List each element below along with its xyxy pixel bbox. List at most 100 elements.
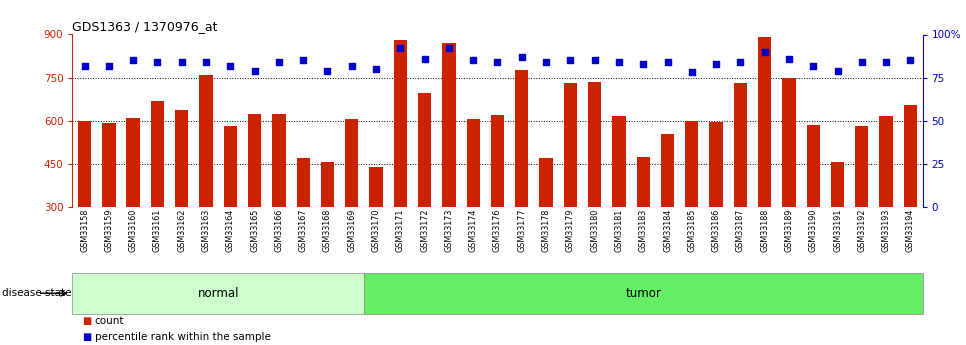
Point [368,66,384,72]
Point [757,49,773,55]
Text: GSM33187: GSM33187 [736,209,745,252]
Text: GDS1363 / 1370976_at: GDS1363 / 1370976_at [72,20,218,33]
Point [514,54,529,60]
Bar [685,121,698,207]
Bar [831,162,844,207]
Text: GSM33185: GSM33185 [687,209,696,252]
Bar [364,273,923,314]
Text: GSM33176: GSM33176 [493,209,502,252]
Point [150,59,165,65]
Text: GSM33170: GSM33170 [372,209,381,252]
Point [441,46,457,51]
Text: GSM33173: GSM33173 [444,209,453,252]
Text: GSM33174: GSM33174 [469,209,478,252]
Bar [369,167,383,207]
Bar [782,78,796,207]
Bar [855,127,868,207]
Text: GSM33180: GSM33180 [590,209,599,252]
Text: GSM33181: GSM33181 [614,209,623,252]
Point [538,59,554,65]
Bar [904,105,917,207]
Point [344,63,359,68]
Text: GSM33186: GSM33186 [712,209,721,252]
Bar [297,158,310,207]
Bar [515,70,528,207]
Bar [879,117,893,207]
Bar [467,119,480,207]
Text: GSM33162: GSM33162 [177,209,186,252]
Text: tumor: tumor [625,287,661,300]
Text: GSM33159: GSM33159 [104,209,113,252]
Bar [564,83,577,207]
Text: GSM33160: GSM33160 [128,209,138,252]
Point [830,68,845,73]
Bar [72,273,364,314]
Point [198,59,213,65]
Point [636,61,651,67]
Point [392,46,408,51]
Text: GSM33179: GSM33179 [566,209,575,252]
Text: GSM33192: GSM33192 [857,209,867,252]
Bar [199,75,213,207]
Text: GSM33168: GSM33168 [323,209,332,252]
Point [854,59,869,65]
Point [77,63,93,68]
Text: GSM33161: GSM33161 [153,209,162,252]
Bar [321,162,334,207]
Bar [127,118,140,207]
Text: GSM33193: GSM33193 [882,209,891,252]
Text: GSM33191: GSM33191 [833,209,842,252]
Bar [151,101,164,207]
Point [466,58,481,63]
Bar [272,114,286,207]
Bar [345,119,358,207]
Point [878,59,894,65]
Bar [734,83,747,207]
Point [126,58,141,63]
Bar [539,158,553,207]
Text: ■: ■ [82,316,92,326]
Point [222,63,238,68]
Text: ■: ■ [82,332,92,342]
Text: normal: normal [197,287,239,300]
Point [562,58,578,63]
Bar [661,134,674,207]
Bar [78,121,91,207]
Text: count: count [95,316,125,326]
Point [101,63,117,68]
Bar [758,37,771,207]
Point [684,70,699,75]
Text: GSM33188: GSM33188 [760,209,769,252]
Text: GSM33158: GSM33158 [80,209,89,252]
Text: GSM33184: GSM33184 [663,209,672,252]
Bar [224,127,237,207]
Text: GSM33172: GSM33172 [420,209,429,252]
Bar [442,43,456,207]
Bar [588,82,601,207]
Text: GSM33183: GSM33183 [639,209,648,252]
Text: GSM33165: GSM33165 [250,209,259,252]
Point [587,58,603,63]
Point [271,59,287,65]
Text: GSM33194: GSM33194 [906,209,915,252]
Text: percentile rank within the sample: percentile rank within the sample [95,332,270,342]
Text: GSM33190: GSM33190 [809,209,818,252]
Point [781,56,797,61]
Text: GSM33169: GSM33169 [347,209,356,252]
Point [660,59,675,65]
Point [708,61,724,67]
Text: GSM33167: GSM33167 [298,209,308,252]
Bar [612,117,626,207]
Point [320,68,335,73]
Bar [807,125,820,207]
Text: GSM33178: GSM33178 [542,209,551,252]
Point [611,59,627,65]
Point [806,63,821,68]
Point [490,59,505,65]
Text: GSM33164: GSM33164 [226,209,235,252]
Bar [637,157,650,207]
Point [296,58,311,63]
Bar [709,122,723,207]
Point [732,59,748,65]
Bar [394,40,407,207]
